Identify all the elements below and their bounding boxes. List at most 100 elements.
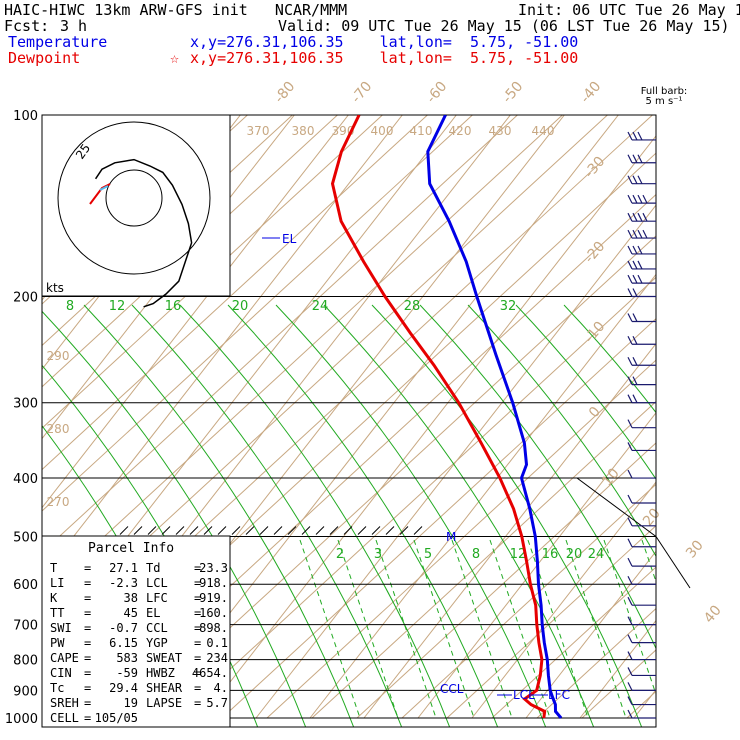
wind-barb <box>627 212 656 222</box>
wind-barb-flag <box>632 394 638 403</box>
wind-barb-flag <box>642 212 648 222</box>
wind-barb-flag <box>627 442 633 451</box>
parcel-param-label: SWEAT <box>146 651 182 665</box>
ccl-label: CCL <box>440 682 464 696</box>
parcel-equals: = <box>84 636 91 650</box>
isotherm-line <box>525 550 656 719</box>
barb-legend-unit: 5 m s⁻¹ <box>646 96 683 107</box>
parcel-equals: = <box>194 591 201 605</box>
dewpoint-legend: Dewpoint <box>8 49 81 67</box>
parcel-equals: = <box>84 561 91 575</box>
parcel-param-value: 105/05 <box>95 711 138 725</box>
moist-adiabat-line <box>83 304 355 727</box>
dry-adiabat-line <box>266 359 656 719</box>
mixing-ratio-label: 8 <box>66 299 74 314</box>
parcel-param-value: 919. <box>199 591 228 605</box>
dry-adiabat-label: 280 <box>47 422 70 436</box>
parcel-equals: = <box>84 666 91 680</box>
wind-barb <box>627 651 656 661</box>
wind-barb <box>627 313 656 323</box>
parcel-equals: = <box>84 606 91 620</box>
pressure-label: 600 <box>13 578 38 593</box>
parcel-param-value: 4654. <box>192 666 228 680</box>
wind-barb <box>627 557 656 567</box>
dry-adiabat-line <box>176 276 656 719</box>
valid-time: Valid: 09 UTC Tue 26 May 15 (06 LST Tue … <box>278 17 730 35</box>
hodograph-ring <box>105 169 163 227</box>
pressure-label: 100 <box>13 109 38 124</box>
parcel-param-value: 19 <box>124 696 138 710</box>
parcel-param-label: Td <box>146 561 160 575</box>
isotherm-label: -70 <box>348 79 375 107</box>
parcel-param-label: LCL <box>146 576 168 590</box>
wind-barb-flag <box>627 260 633 270</box>
parcel-equals: = <box>194 561 201 575</box>
dry-adiabat-line <box>446 525 656 719</box>
mixing-ratio-label: 20 <box>232 299 249 314</box>
moist-adiabat-line <box>515 304 656 480</box>
parcel-equals: = <box>194 576 201 590</box>
plot-edge <box>575 477 657 537</box>
dry-adiabat-line <box>311 400 656 719</box>
isotherm-line <box>688 115 740 718</box>
hatch-mark <box>385 526 395 535</box>
wind-barb-flag <box>627 394 633 403</box>
parcel-equals: = <box>194 681 201 695</box>
hodograph-mid-level <box>99 185 109 191</box>
mixing-ratio-label: 12 <box>109 299 126 314</box>
mixing-ratio-label: 5 <box>424 547 432 562</box>
wind-barb <box>627 274 656 284</box>
pressure-label: 500 <box>13 530 38 545</box>
mixing-ratio-line <box>489 539 551 719</box>
wind-barb-flag <box>627 335 633 345</box>
wind-barb-flag <box>632 212 638 222</box>
wind-barb-flag <box>637 175 643 184</box>
wind-barb-flag <box>632 356 638 366</box>
plot-edge <box>655 536 691 589</box>
parcel-param-value: 918. <box>199 576 228 590</box>
wind-barb-flag <box>627 494 633 504</box>
isotherm-line <box>255 204 656 719</box>
pressure-label: 800 <box>13 654 38 669</box>
wind-barb <box>627 394 656 404</box>
parcel-equals: = <box>194 621 201 635</box>
dry-adiabat-line <box>401 483 656 719</box>
dry-adiabat-line <box>491 566 656 719</box>
pressure-label: 1000 <box>5 712 38 727</box>
parcel-param-label: HWBZ <box>146 666 175 680</box>
wind-barb-flag <box>642 229 648 239</box>
isotherm-line <box>471 481 656 719</box>
dewpoint-profile <box>330 115 547 719</box>
wind-barb <box>627 194 656 204</box>
parcel-param-value: 160. <box>199 606 228 620</box>
hodograph-trace <box>94 158 193 308</box>
moist-adiabat-line <box>131 304 403 727</box>
parcel-param-value: 4. <box>214 681 228 695</box>
pressure-label: 300 <box>13 397 38 412</box>
mixing-ratio-label: 16 <box>542 547 559 562</box>
moist-adiabat-line <box>42 364 259 727</box>
wind-barb <box>627 709 656 719</box>
parcel-param-label: Tc <box>50 681 64 695</box>
parcel-equals: = <box>84 681 91 695</box>
hatch-mark <box>399 526 409 535</box>
dry-adiabat-line <box>221 318 656 719</box>
dry-adiabat-line <box>626 690 656 719</box>
parcel-param-label: LFC <box>146 591 168 605</box>
wind-barb-flag <box>637 154 643 164</box>
wind-barb-flag <box>627 634 633 643</box>
mixing-ratio-line <box>603 539 656 696</box>
wind-barb <box>627 494 656 504</box>
parcel-param-value: 583 <box>116 651 138 665</box>
mixing-ratio-line <box>451 539 513 719</box>
isotherm-label: 40 <box>701 602 725 626</box>
hatch-mark <box>133 526 143 535</box>
dry-adiabat-line <box>42 115 474 512</box>
wind-barb-flag <box>627 538 633 548</box>
wind-barb-flag <box>637 194 643 204</box>
parcel-equals: = <box>194 666 201 680</box>
wind-barb-flag <box>627 376 633 385</box>
parcel-param-label: CELL <box>50 711 79 725</box>
hatch-mark <box>161 526 171 535</box>
